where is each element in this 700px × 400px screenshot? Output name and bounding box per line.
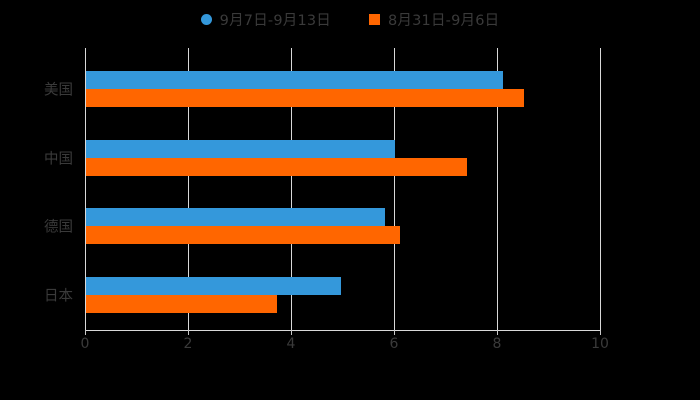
legend-item-series-1[interactable]: 9月7日-9月13日 (200, 9, 331, 30)
x-tick-label: 4 (286, 336, 296, 352)
x-tick-mark (85, 330, 86, 335)
bar[interactable] (86, 277, 341, 296)
plot-area: 0 2 4 6 8 10 美国中国德国日本 (44, 48, 609, 352)
x-tick-mark (497, 330, 498, 335)
gridline (394, 48, 395, 330)
y-tick-label-3: 日本 (44, 288, 73, 305)
bar[interactable] (86, 226, 401, 245)
y-tick-label-0: 美国 (44, 82, 73, 99)
x-tick-label: 6 (389, 336, 399, 352)
bar[interactable] (86, 71, 504, 89)
x-tick-label: 8 (492, 336, 502, 352)
bar[interactable] (86, 157, 468, 176)
x-tick-label: 2 (183, 336, 193, 352)
x-tick-mark (600, 330, 601, 335)
bar[interactable] (86, 208, 385, 227)
x-tick-mark (394, 330, 395, 335)
x-tick-mark (188, 330, 189, 335)
legend-dot-icon (200, 13, 212, 25)
y-tick-label-1: 中国 (44, 151, 73, 168)
x-tick-label: 0 (80, 336, 90, 352)
x-axis-line (85, 330, 600, 331)
gridline (497, 48, 498, 330)
bar[interactable] (86, 295, 277, 314)
x-tick-label: 10 (591, 336, 609, 352)
x-tick-mark (291, 330, 292, 335)
legend-item-series-2[interactable]: 8月31日-9月6日 (369, 9, 499, 30)
legend-label-series-1: 9月7日-9月13日 (219, 12, 331, 29)
bar[interactable] (86, 139, 395, 158)
gridline (600, 48, 601, 330)
gridline (291, 48, 292, 330)
y-axis-line (85, 48, 86, 330)
gridline (188, 48, 189, 330)
legend-square-icon (369, 13, 380, 25)
y-tick-label-2: 德国 (44, 219, 73, 236)
bar[interactable] (86, 89, 524, 107)
legend-label-series-2: 8月31日-9月6日 (388, 12, 500, 29)
chart-legend: 9月7日-9月13日 8月31日-9月6日 (0, 6, 700, 32)
